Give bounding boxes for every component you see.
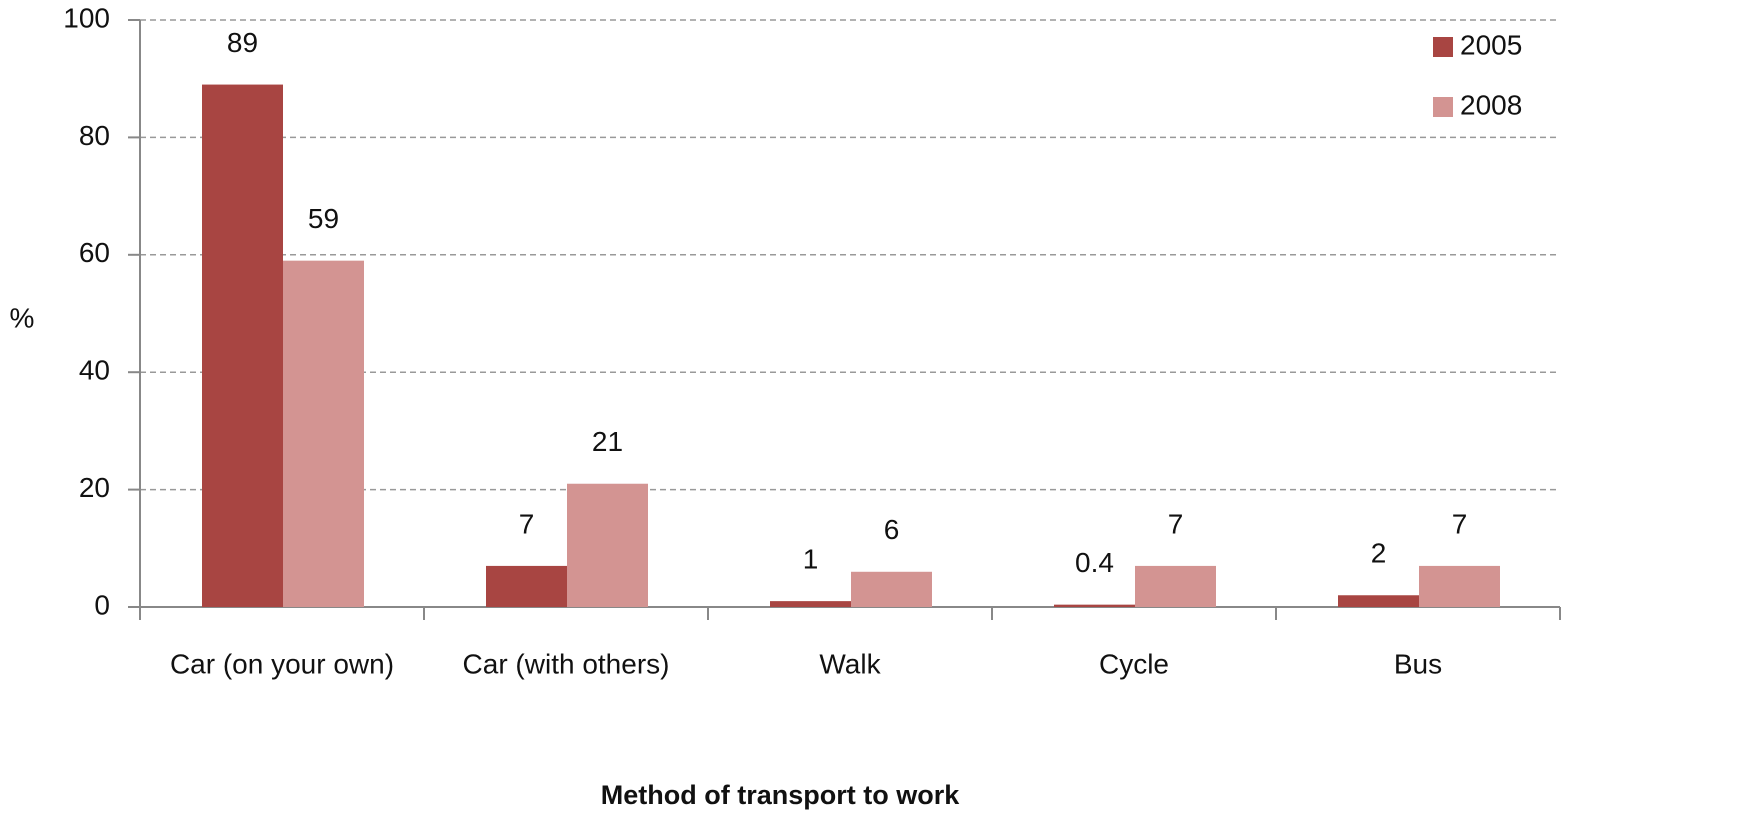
bar bbox=[567, 483, 648, 607]
data-label: 6 bbox=[884, 514, 900, 545]
data-label: 7 bbox=[519, 508, 535, 539]
data-label: 89 bbox=[227, 27, 258, 58]
x-tick-label: Car (with others) bbox=[463, 648, 670, 679]
data-label: 7 bbox=[1168, 508, 1184, 539]
x-tick-label: Bus bbox=[1394, 648, 1442, 679]
bar bbox=[770, 601, 851, 607]
legend-swatch bbox=[1433, 97, 1453, 117]
bar bbox=[486, 565, 567, 607]
data-label: 1 bbox=[803, 544, 819, 575]
x-axis-label: Method of transport to work bbox=[601, 780, 960, 810]
legend-swatch bbox=[1433, 37, 1453, 57]
y-tick-label: 80 bbox=[79, 120, 110, 151]
bar bbox=[1054, 604, 1135, 607]
data-label: 7 bbox=[1452, 508, 1468, 539]
data-label: 2 bbox=[1371, 538, 1387, 569]
bar bbox=[1419, 565, 1500, 607]
x-tick-label: Cycle bbox=[1099, 648, 1169, 679]
x-tick-label: Walk bbox=[819, 648, 881, 679]
bar bbox=[283, 260, 364, 607]
bar bbox=[1338, 595, 1419, 607]
y-tick-label: 20 bbox=[79, 472, 110, 503]
y-tick-label: 100 bbox=[63, 2, 110, 33]
x-tick-label: Car (on your own) bbox=[170, 648, 394, 679]
bar bbox=[1135, 565, 1216, 607]
data-label: 59 bbox=[308, 203, 339, 234]
bar bbox=[851, 571, 932, 607]
y-tick-label: 40 bbox=[79, 355, 110, 386]
bar bbox=[202, 84, 283, 607]
data-label: 0.4 bbox=[1075, 547, 1114, 578]
y-tick-label: 60 bbox=[79, 237, 110, 268]
y-tick-label: 0 bbox=[94, 589, 110, 620]
legend-label: 2005 bbox=[1460, 29, 1522, 60]
y-axis-label: % bbox=[10, 302, 35, 333]
legend-label: 2008 bbox=[1460, 89, 1522, 120]
data-label: 21 bbox=[592, 426, 623, 457]
